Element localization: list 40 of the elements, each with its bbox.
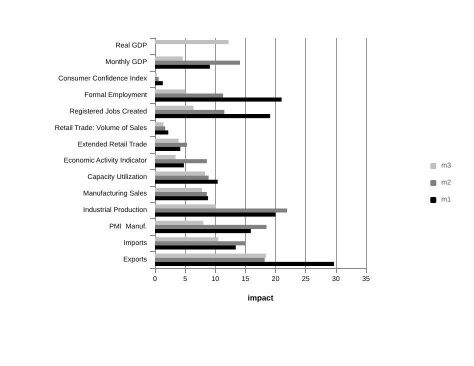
bar <box>155 220 204 225</box>
bar <box>155 110 224 114</box>
bar <box>155 56 183 61</box>
bar <box>155 64 210 69</box>
bar <box>155 114 270 118</box>
bar <box>155 228 251 234</box>
bar <box>155 262 334 266</box>
bar <box>155 204 216 208</box>
bar <box>155 146 180 151</box>
bar <box>155 188 202 192</box>
bar <box>155 245 236 250</box>
x-axis-title: impact <box>248 294 274 302</box>
bar <box>155 159 207 164</box>
bar <box>155 77 159 82</box>
bar <box>155 212 276 217</box>
bar <box>155 93 224 98</box>
bar <box>155 241 246 246</box>
bar <box>155 81 163 86</box>
bar <box>155 196 208 200</box>
bar <box>155 98 282 102</box>
bar <box>155 106 194 110</box>
bar <box>155 89 186 94</box>
bar <box>155 138 179 143</box>
bar <box>155 258 265 262</box>
bar <box>155 40 229 44</box>
bar <box>155 142 187 147</box>
bar <box>155 237 218 242</box>
bar <box>155 224 267 229</box>
bar <box>155 130 168 135</box>
bar <box>155 171 206 176</box>
bar <box>155 192 207 196</box>
bar <box>155 180 218 184</box>
bar <box>155 176 209 180</box>
bar <box>155 208 288 213</box>
bar <box>155 155 176 160</box>
bar <box>155 163 184 168</box>
bar <box>155 254 266 258</box>
bar <box>155 122 164 126</box>
bar <box>155 126 166 130</box>
bar <box>155 60 240 65</box>
